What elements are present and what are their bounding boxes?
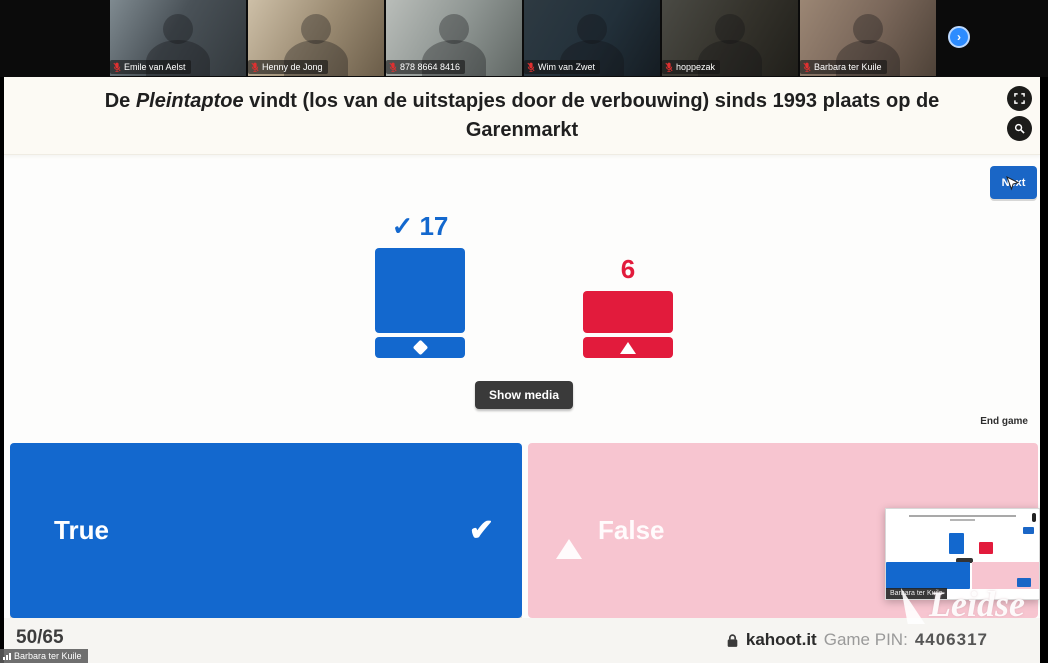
signal-icon <box>3 652 11 660</box>
muted-mic-icon <box>665 62 673 72</box>
participant-name-tag: Wim van Zwet <box>524 60 601 74</box>
share-source-label: Barbara ter Kuile <box>0 649 88 663</box>
show-media-label: Show media <box>488 388 559 402</box>
participant-name-tag: Emile van Aelst <box>110 60 191 74</box>
thumbnail-mini-thumbnail <box>1017 578 1031 587</box>
muted-mic-icon <box>389 62 397 72</box>
answer-true-label: True <box>54 515 109 545</box>
bar-group-false: 6 <box>583 210 673 358</box>
thumbnail-question-line <box>908 515 1017 517</box>
participant-name: 878 8664 8416 <box>400 62 461 72</box>
bar-label-false: 6 <box>621 254 635 285</box>
chevron-right-icon: › <box>957 30 961 44</box>
answer-true[interactable]: True ✔ <box>10 443 522 618</box>
participant-name: Emile van Aelst <box>124 62 186 72</box>
bar-true <box>375 248 465 333</box>
participant-name: Wim van Zwet <box>538 62 596 72</box>
fullscreen-button[interactable] <box>1007 86 1032 111</box>
question-progress: 50/65 <box>16 627 64 648</box>
video-tile[interactable]: Emile van Aelst <box>110 0 246 76</box>
participant-name-tag: Barbara ter Kuile <box>800 60 887 74</box>
check-icon: ✓ <box>391 211 414 241</box>
video-tile[interactable]: Barbara ter Kuile <box>800 0 936 76</box>
triangle-icon <box>556 521 582 559</box>
video-strip: Emile van Aelst Henny de Jong 878 8664 8… <box>0 0 1048 77</box>
bar-label-true: ✓ 17 <box>392 211 449 242</box>
participant-name: Henny de Jong <box>262 62 323 72</box>
thumbnail-question-line <box>950 519 975 521</box>
participant-name-tag: Henny de Jong <box>248 60 328 74</box>
participant-name-tag: 878 8664 8416 <box>386 60 466 74</box>
cursor-icon <box>1006 176 1019 191</box>
muted-mic-icon <box>113 62 121 72</box>
thumbnail-name-label: Barbara ter Kuile <box>886 588 947 599</box>
participant-name: Barbara ter Kuile <box>814 62 882 72</box>
zoom-button[interactable] <box>1007 116 1032 141</box>
video-tile[interactable]: Wim van Zwet <box>524 0 660 76</box>
video-tile[interactable]: 878 8664 8416 <box>386 0 522 76</box>
question-text: De Pleintaptoe vindt (los van de uitstap… <box>104 89 940 141</box>
bar-group-true: ✓ 17 <box>375 210 465 358</box>
bar-base-true <box>375 337 465 358</box>
diamond-icon <box>412 339 428 356</box>
lock-icon <box>727 633 738 647</box>
fullscreen-icon <box>1014 93 1025 104</box>
thumbnail-mini-next <box>1023 527 1034 534</box>
muted-mic-icon <box>251 62 259 72</box>
video-tile[interactable]: Henny de Jong <box>248 0 384 76</box>
participant-name: hoppezak <box>676 62 716 72</box>
video-tile[interactable]: hoppezak <box>662 0 798 76</box>
footer-bar: 50/65 kahoot.it Game PIN: 4406317 <box>4 618 1040 663</box>
question-bar: De Pleintaptoe vindt (los van de uitstap… <box>4 77 1040 155</box>
thumbnail-mini-buttons <box>1032 513 1036 522</box>
show-media-button[interactable]: Show media <box>475 381 573 409</box>
question-italic-term: Pleintaptoe <box>135 89 244 112</box>
bar-base-false <box>583 337 673 358</box>
gallery-next-button[interactable]: › <box>948 26 970 48</box>
muted-mic-icon <box>527 62 535 72</box>
game-pin-row: kahoot.it Game PIN: 4406317 <box>726 630 988 650</box>
thumbnail-mini-bar-red <box>979 542 994 554</box>
game-pin-value: 4406317 <box>914 630 988 649</box>
end-game-button[interactable]: End game <box>980 416 1028 427</box>
kahoot-site: kahoot.it <box>745 630 817 649</box>
next-button[interactable]: Next <box>990 166 1037 199</box>
game-pin-label: Game PIN: <box>823 630 908 649</box>
video-tiles: Emile van Aelst Henny de Jong 878 8664 8… <box>110 0 936 77</box>
triangle-icon <box>620 341 636 354</box>
thumbnail-mini-show-media <box>956 558 974 563</box>
share-source-name: Barbara ter Kuile <box>14 651 82 661</box>
participant-name-tag: hoppezak <box>662 60 721 74</box>
kahoot-window: De Pleintaptoe vindt (los van de uitstap… <box>4 77 1040 663</box>
thumbnail-mini-bar-blue <box>948 533 964 554</box>
muted-mic-icon <box>803 62 811 72</box>
bar-false <box>583 291 673 333</box>
magnifier-icon <box>1014 123 1025 134</box>
header-circle-buttons <box>1007 86 1032 141</box>
bar-value-false: 6 <box>620 254 636 284</box>
bar-value-true: 17 <box>419 211 449 241</box>
thumbnail-mini-true-panel <box>886 562 971 589</box>
screen-share-thumbnail[interactable]: Barbara ter Kuile <box>885 508 1040 600</box>
answer-false-label: False <box>598 515 665 545</box>
correct-check-icon: ✔ <box>468 514 494 547</box>
